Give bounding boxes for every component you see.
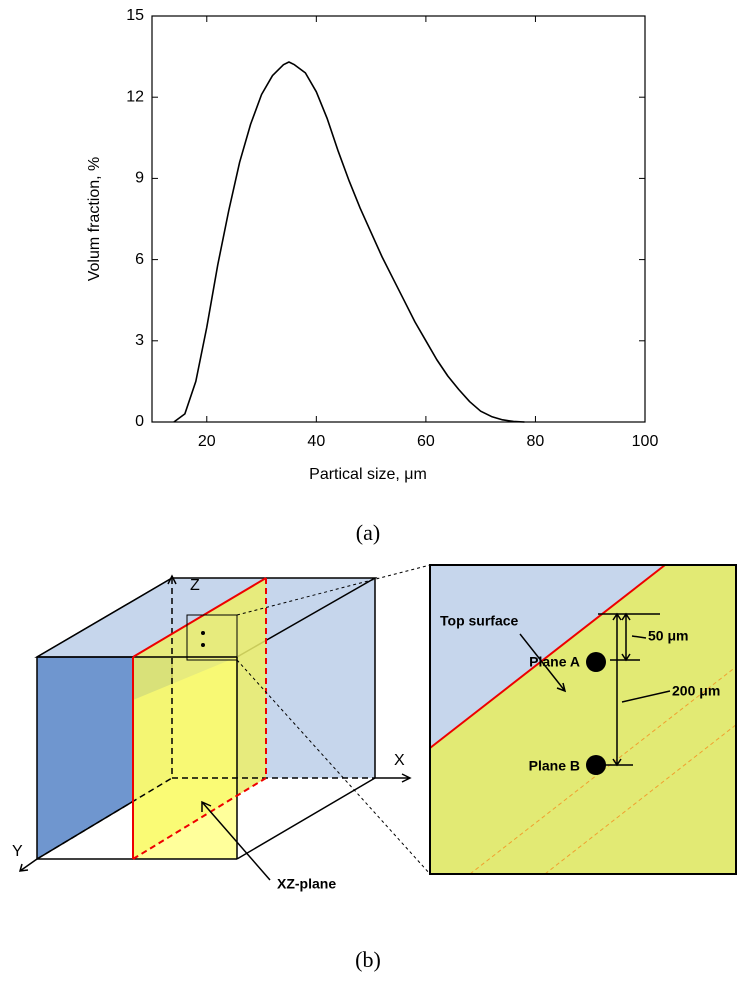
surface-line [429,564,666,749]
y-tick-label: 12 [126,88,144,105]
axis-label: Z [190,577,200,594]
y-tick-label: 3 [135,332,144,349]
leader [631,635,647,639]
xz-plane-front [133,657,237,859]
caption: (a) [356,520,380,545]
y-tick-label: 0 [135,413,144,430]
y-axis-label: Volum fraction, % [86,157,103,282]
z-axis [167,574,177,585]
plane-label: Plane B [529,758,580,774]
edge [236,777,376,860]
leader [621,690,671,703]
y-tick-label: 9 [135,170,144,187]
axis-label: Y [12,843,23,860]
point [201,643,205,647]
arrow [519,633,567,693]
x-tick-label: 40 [307,433,325,450]
y-axis [18,858,38,872]
plane-label: XZ-plane [277,876,336,892]
plane-edge [132,777,267,860]
zoom-frame [429,564,737,875]
y-tick-label: 6 [135,251,144,268]
plane-line [544,723,737,875]
x-tick-label: 100 [632,433,659,450]
dimension-arrow [621,612,631,662]
dimension-label: 50 μm [648,628,688,644]
x-axis-label: Partical size, μm [309,466,427,483]
label: Top surface [440,613,519,629]
data-line [173,61,525,423]
zoom-line [236,659,431,875]
hidden-edge [36,777,173,860]
x-tick-label: 80 [527,433,545,450]
arrow [201,800,271,881]
y-tick-label: 15 [126,7,144,24]
caption: (b) [355,947,381,972]
x-tick-label: 20 [198,433,216,450]
plot-frame [151,15,646,423]
x-axis [375,773,412,783]
plane-point [586,755,606,775]
diagram: Z X Y XZ-plane Top surface 50 μm 200 μm … [12,564,737,892]
axis-label: X [394,752,405,769]
zoom-region [186,614,238,661]
plane-point [586,652,606,672]
x-tick-label: 60 [417,433,435,450]
plane-edge [132,577,267,658]
point [201,631,205,635]
dimension-arrow [612,612,622,767]
plane-label: Plane A [529,654,580,670]
dimension-label: 200 μm [672,683,720,699]
